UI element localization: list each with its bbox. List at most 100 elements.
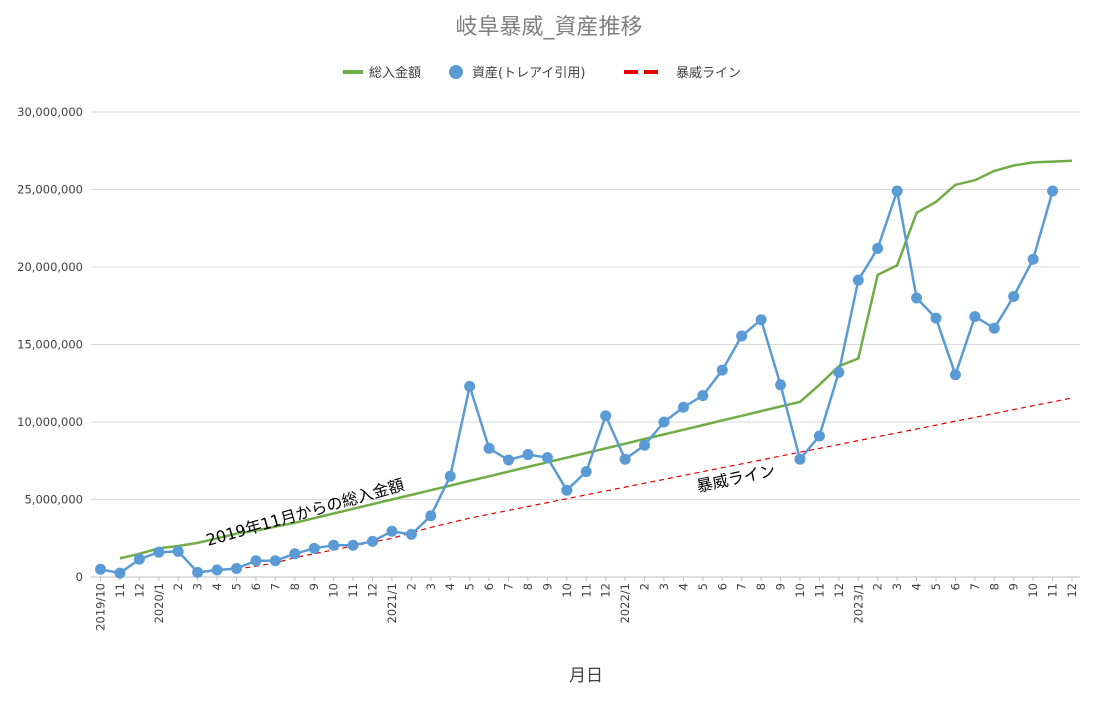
series-1-point-12 xyxy=(328,539,340,551)
series-1-point-38 xyxy=(833,366,845,378)
x-tick-label-43: 5 xyxy=(929,583,943,590)
series-1-point-24 xyxy=(561,484,573,496)
chart-title: 岐阜暴威_資産推移 xyxy=(455,15,642,40)
series-1-point-8 xyxy=(250,555,262,567)
x-tick-label-45: 7 xyxy=(968,583,982,590)
series-1-point-21 xyxy=(503,454,515,466)
y-tick-label-5: 25,000,000 xyxy=(17,183,83,197)
series-1-point-26 xyxy=(600,410,612,422)
y-axis-ticks: 0 5,000,000 10,000,000 15,000,000 20,000,000… xyxy=(17,105,83,584)
series-1-point-37 xyxy=(813,430,825,442)
series-1-point-25 xyxy=(580,466,592,478)
annotation-bowi-line: 暴威ライン xyxy=(695,461,777,496)
series-1-point-36 xyxy=(794,453,806,465)
x-tick-label-49: 11 xyxy=(1046,583,1060,598)
series-1-point-42 xyxy=(911,292,923,304)
legend-label-assets: 資産(トレアイ引用) xyxy=(472,65,586,81)
x-tick-label-28: 2 xyxy=(638,583,652,590)
x-tick-label-44: 6 xyxy=(948,583,962,590)
series-1-point-10 xyxy=(289,548,301,560)
series-1-point-35 xyxy=(775,379,787,391)
x-tick-label-7: 5 xyxy=(230,583,244,590)
series-1-point-0 xyxy=(95,563,106,575)
series-1-point-43 xyxy=(930,312,942,324)
series-1-point-16 xyxy=(405,528,417,540)
x-tick-label-33: 7 xyxy=(735,583,749,590)
legend-swatch-assets xyxy=(449,65,463,79)
series-1-point-3 xyxy=(153,546,165,558)
y-tick-label-6: 30,000,000 xyxy=(17,105,83,119)
series-0-line xyxy=(119,159,1073,560)
legend-label-bowi-line: 暴威ライン xyxy=(676,66,741,81)
series-1-point-7 xyxy=(231,562,243,574)
series-1-point-13 xyxy=(347,539,359,551)
series-1-point-4 xyxy=(172,545,184,557)
series-1-point-29 xyxy=(658,416,670,428)
x-tick-label-50: 12 xyxy=(1065,583,1079,598)
series-1-point-18 xyxy=(444,470,456,482)
x-tick-label-15: 2021/1 xyxy=(385,583,399,623)
series-1-point-20 xyxy=(483,442,495,454)
x-tick-label-10: 8 xyxy=(288,583,302,590)
x-tick-label-20: 6 xyxy=(482,583,496,590)
x-tick-label-42: 4 xyxy=(910,583,924,590)
x-tick-label-22: 8 xyxy=(521,583,535,590)
legend-item-assets[interactable]: 資産(トレアイ引用) xyxy=(449,65,586,81)
series-2-line xyxy=(236,397,1073,570)
x-tick-label-36: 10 xyxy=(793,583,807,598)
series-1-point-34 xyxy=(755,314,767,326)
x-tick-label-19: 5 xyxy=(463,583,477,590)
y-tick-label-4: 20,000,000 xyxy=(17,260,83,274)
legend-label-total-deposit: 総入金額 xyxy=(369,65,421,81)
series-1-point-44 xyxy=(949,369,961,381)
x-tick-label-38: 12 xyxy=(832,583,846,598)
x-axis-title: 月日 xyxy=(569,666,603,686)
series-1-point-9 xyxy=(269,555,281,567)
x-tick-label-5: 3 xyxy=(191,583,205,590)
x-tick-label-35: 9 xyxy=(774,583,788,590)
x-tick-label-21: 7 xyxy=(502,583,516,590)
series-1-point-14 xyxy=(367,535,379,547)
series-1-point-6 xyxy=(211,564,223,576)
series-1 xyxy=(95,185,1059,579)
x-tick-label-16: 2 xyxy=(404,583,418,590)
x-tick-label-18: 4 xyxy=(443,583,457,590)
x-tick-label-23: 9 xyxy=(540,583,554,590)
legend-item-bowi-line[interactable]: 暴威ライン xyxy=(624,66,741,81)
y-tick-label-3: 15,000,000 xyxy=(17,338,83,352)
series-1-point-49 xyxy=(1047,185,1059,197)
x-tick-label-3: 2020/1 xyxy=(152,583,166,623)
series-2 xyxy=(236,397,1073,570)
x-tick-label-24: 10 xyxy=(560,583,574,598)
legend-item-total-deposit[interactable]: 総入金額 xyxy=(343,65,421,81)
x-tick-label-31: 5 xyxy=(696,583,710,590)
x-tick-label-14: 12 xyxy=(366,583,380,598)
x-tick-label-47: 9 xyxy=(1007,583,1021,590)
x-tick-label-37: 11 xyxy=(812,583,826,598)
series-1-point-46 xyxy=(988,322,1000,334)
gridlines xyxy=(91,111,1080,500)
series-1-point-33 xyxy=(736,330,748,342)
x-tick-label-30: 4 xyxy=(676,583,690,590)
series-1-point-31 xyxy=(697,390,709,402)
x-tick-label-46: 8 xyxy=(987,583,1001,590)
series-1-point-28 xyxy=(639,439,651,451)
series-1-point-22 xyxy=(522,449,534,461)
series-1-point-11 xyxy=(308,542,320,554)
series-1-point-41 xyxy=(891,185,903,197)
x-tick-label-25: 11 xyxy=(579,583,593,598)
series-1-point-23 xyxy=(541,452,553,464)
legend: 総入金額 資産(トレアイ引用) 暴威ライン xyxy=(343,65,741,81)
x-tick-label-32: 6 xyxy=(715,583,729,590)
x-tick-label-6: 4 xyxy=(210,583,224,590)
series-1-point-17 xyxy=(425,510,437,522)
series-1-point-39 xyxy=(852,274,864,286)
series-1-point-32 xyxy=(716,364,728,376)
series-1-point-2 xyxy=(133,553,145,565)
x-tick-label-27: 2022/1 xyxy=(618,583,632,623)
x-tick-label-29: 3 xyxy=(657,583,671,590)
series-1-point-27 xyxy=(619,453,631,465)
x-tick-label-0: 2019/10 xyxy=(94,583,108,631)
